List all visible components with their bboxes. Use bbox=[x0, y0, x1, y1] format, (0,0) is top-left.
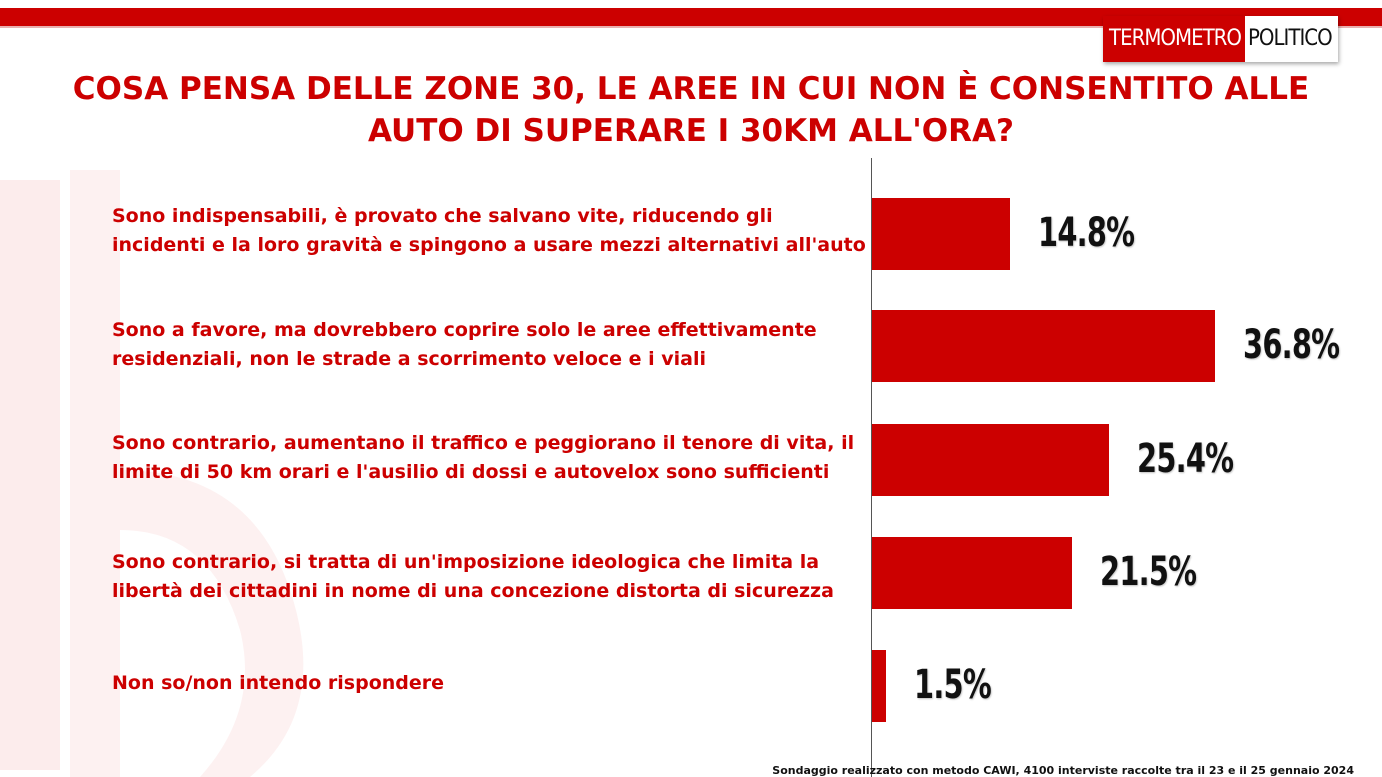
top-red-band bbox=[0, 8, 1382, 26]
bar bbox=[872, 650, 886, 722]
category-label: Sono indispensabili, è provato che salva… bbox=[112, 205, 866, 256]
category-label: Sono a favore, ma dovrebbero coprire sol… bbox=[112, 319, 817, 370]
category-label: Sono contrario, si tratta di un'imposizi… bbox=[112, 551, 834, 602]
category-label: Sono contrario, aumentano il traffico e … bbox=[112, 432, 855, 483]
bar-value-label: 25.4% bbox=[1136, 436, 1234, 482]
bar-value-label: 1.5% bbox=[913, 662, 992, 708]
background-watermark-shape bbox=[0, 170, 304, 777]
top-band-shadow bbox=[0, 26, 1382, 28]
bar-baseline-axis bbox=[871, 158, 872, 777]
category-label: Non so/non intendo rispondere bbox=[112, 672, 445, 694]
bar bbox=[872, 310, 1215, 382]
logo-part-termometro: TERMOMETRO bbox=[1103, 16, 1245, 62]
logo-part-politico: POLITICO bbox=[1245, 16, 1338, 62]
bar-value-label: 21.5% bbox=[1100, 549, 1197, 595]
bar-value-label: 36.8% bbox=[1243, 322, 1340, 368]
bar bbox=[872, 537, 1073, 609]
termometro-politico-logo: TERMOMETRO POLITICO bbox=[1103, 16, 1338, 62]
chart-title: COSA PENSA DELLE ZONE 30, LE AREE IN CUI… bbox=[72, 71, 1310, 149]
bar bbox=[872, 424, 1109, 496]
survey-footnote: Sondaggio realizzato con metodo CAWI, 41… bbox=[772, 764, 1354, 777]
bar-value-label: 14.8% bbox=[1037, 210, 1135, 256]
bar bbox=[872, 198, 1010, 270]
